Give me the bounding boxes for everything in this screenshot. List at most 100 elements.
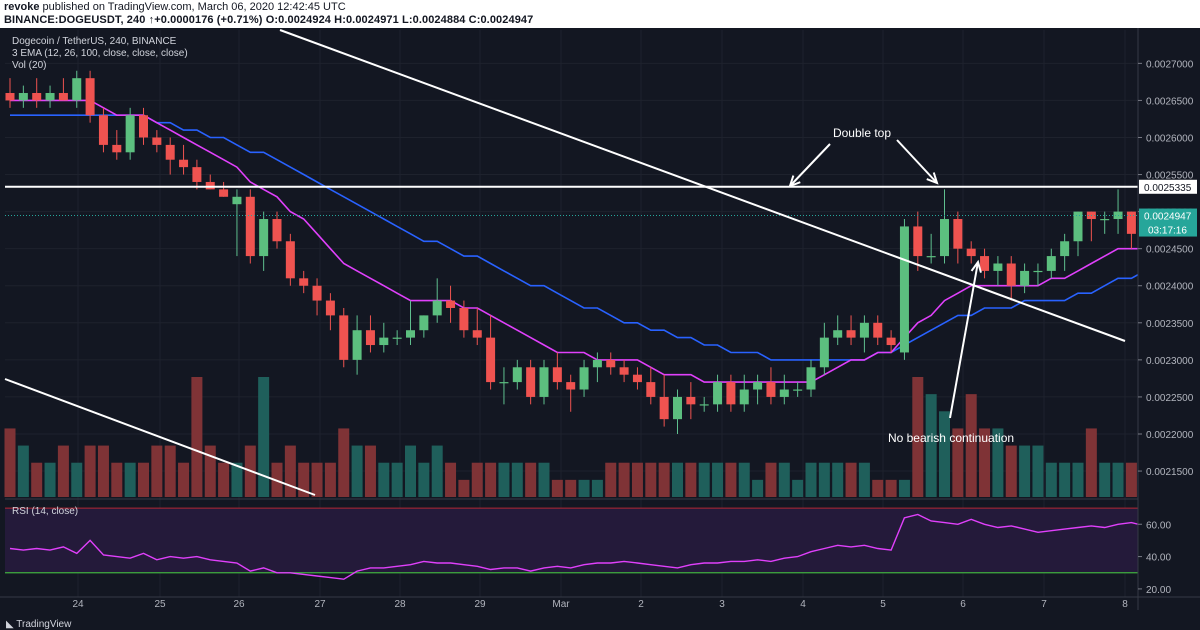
trendline-descending-resistance (279, 29, 1126, 342)
volume-bar (378, 462, 390, 497)
volume-bar (672, 462, 683, 497)
candle-body (259, 219, 269, 257)
legend-volume: Vol (20) (12, 60, 47, 71)
volume-bar (872, 479, 884, 497)
volume-bar (805, 462, 817, 497)
x-tick-label: 2 (638, 599, 644, 610)
volume-bar (258, 377, 270, 497)
volume-bar (605, 462, 617, 497)
logo-text: TradingView (16, 619, 72, 630)
volume-bar (551, 479, 563, 497)
candle-body (406, 330, 415, 338)
volume-bar (1045, 462, 1057, 497)
volume-bar (725, 462, 737, 497)
volume-bar (4, 428, 16, 497)
x-tick-label: 4 (800, 599, 806, 610)
candle-body (753, 382, 763, 390)
arrow-no-bearish-head (970, 259, 982, 273)
candle-body (859, 322, 869, 338)
price-axis: 0.00270000.00265000.00260000.00255000.00… (1138, 59, 1194, 596)
volume-bar (1059, 462, 1071, 497)
candle-body (699, 404, 709, 406)
x-tick-label: 8 (1122, 599, 1128, 610)
time-axis: 24 25 26 27 28 29 Mar 2 3 4 5 6 7 8 (72, 599, 1128, 610)
ohlc-readout: BINANCE:DOGEUSDT, 240 ↑+0.0000176 (+0.71… (4, 14, 534, 26)
candle-body (45, 93, 55, 101)
candle-body (486, 337, 496, 383)
x-tick-label: 3 (719, 599, 725, 610)
last-price-label: 0.0024947 (1144, 212, 1192, 223)
legend-symbol: Dogecoin / TetherUS, 240, BINANCE (12, 36, 177, 47)
candle-body (58, 93, 68, 101)
y-tick-label: 0.0022000 (1146, 430, 1194, 441)
last-price-tag (1139, 208, 1197, 237)
candle-body (459, 307, 469, 331)
volume-bar (965, 394, 977, 497)
volume-bar (1099, 462, 1111, 497)
volume-bar (979, 428, 991, 497)
candle-body (5, 93, 15, 101)
candle-body (1006, 263, 1016, 286)
volume-bar (97, 445, 109, 497)
publish-header: revoke published on TradingView.com, Mar… (0, 0, 1200, 28)
candle-body (125, 115, 135, 153)
candle-body (1020, 270, 1030, 286)
volume-bar (364, 445, 376, 497)
volume-bar (818, 462, 830, 497)
candle-body (646, 382, 656, 397)
volume-bar (204, 445, 216, 497)
candle-body (299, 278, 309, 286)
candle-body (793, 389, 803, 391)
volume-bar (218, 462, 230, 497)
y-tick-label: 0.0023000 (1146, 356, 1194, 367)
candle-body (112, 144, 122, 153)
volume-bar (391, 462, 403, 497)
candle-body (659, 396, 669, 420)
volume-bar (284, 445, 296, 497)
volume-bar (511, 462, 523, 497)
resistance-price-tag (1139, 179, 1197, 194)
candle-body (85, 78, 95, 116)
arrow-double-top-right (896, 139, 938, 184)
volume-bar (618, 462, 630, 497)
tradingview-logo[interactable]: ◣ TradingView (6, 619, 71, 630)
candle-body (339, 315, 349, 360)
candle-body (152, 137, 162, 145)
arrow-double-top-left-head (788, 175, 801, 188)
author-name[interactable]: revoke (4, 1, 40, 13)
volume-bar (992, 428, 1004, 497)
logo-icon: ◣ (6, 619, 17, 630)
ema-26-line (10, 114, 1185, 361)
candle-body (833, 330, 843, 338)
candle-body (285, 241, 295, 279)
candle-body (499, 382, 509, 384)
volume-bars (4, 377, 1191, 497)
legend-ema: 3 EMA (12, 26, 100, close, close, close) (12, 48, 188, 59)
candle-body (726, 382, 736, 405)
y-tick-label: 0.0023500 (1146, 319, 1194, 330)
candle-body (365, 330, 375, 346)
volume-bar (631, 462, 643, 497)
candle-body (993, 263, 1003, 271)
volume-bar (778, 462, 790, 497)
trendline-descending-support (4, 378, 316, 496)
x-tick-label: 29 (474, 599, 486, 610)
volume-bar (57, 445, 69, 497)
x-tick-label: 26 (233, 599, 245, 610)
resistance-price-label: 0.0025335 (1144, 183, 1192, 194)
volume-bar (952, 428, 964, 497)
volume-bar (1005, 445, 1017, 497)
candle-body (966, 248, 976, 257)
candle-body (980, 256, 990, 271)
x-tick-label: Mar (552, 599, 570, 610)
x-tick-label: 28 (394, 599, 406, 610)
x-tick-label: 6 (960, 599, 966, 610)
candle-body (219, 189, 229, 197)
candle-body (673, 396, 682, 420)
volume-bar (858, 462, 870, 497)
volume-bar (698, 462, 710, 497)
candle-body (245, 196, 255, 257)
candle-body (940, 219, 949, 257)
